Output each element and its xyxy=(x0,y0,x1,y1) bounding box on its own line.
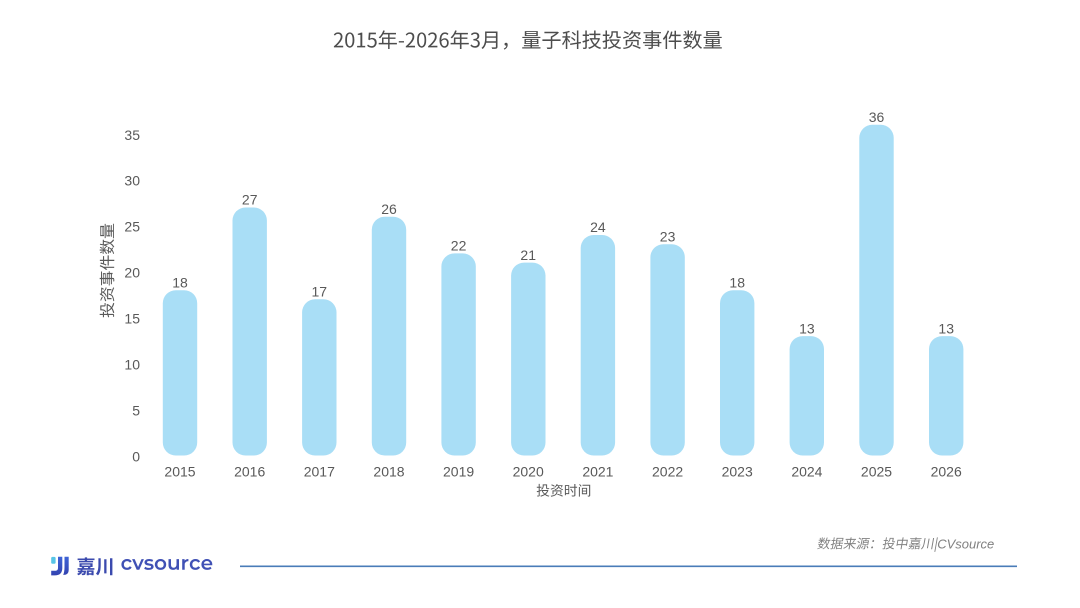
svg-text:36: 36 xyxy=(869,109,885,125)
svg-text:27: 27 xyxy=(242,192,258,208)
svg-text:18: 18 xyxy=(172,274,188,290)
svg-text:18: 18 xyxy=(729,274,745,290)
svg-text:26: 26 xyxy=(381,201,397,217)
svg-text:22: 22 xyxy=(451,238,467,254)
svg-text:5: 5 xyxy=(132,402,140,418)
svg-text:2023: 2023 xyxy=(722,463,753,479)
svg-text:2022: 2022 xyxy=(652,463,683,479)
svg-text:13: 13 xyxy=(938,320,954,336)
svg-text:0: 0 xyxy=(132,448,140,464)
svg-text:2024: 2024 xyxy=(791,463,822,479)
svg-text:2017: 2017 xyxy=(304,463,335,479)
svg-text:21: 21 xyxy=(520,247,536,263)
svg-text:20: 20 xyxy=(124,265,140,281)
svg-text:2021: 2021 xyxy=(582,463,613,479)
svg-text:2025: 2025 xyxy=(861,463,892,479)
svg-text:35: 35 xyxy=(124,127,140,143)
svg-text:13: 13 xyxy=(799,320,815,336)
svg-text:2020: 2020 xyxy=(513,463,544,479)
svg-text:17: 17 xyxy=(312,284,328,300)
svg-text:2015: 2015 xyxy=(164,463,195,479)
svg-text:24: 24 xyxy=(590,219,606,235)
svg-text:2026: 2026 xyxy=(931,463,962,479)
svg-text:10: 10 xyxy=(124,356,140,372)
svg-text:CVsource: CVsource xyxy=(937,536,994,551)
svg-text:15: 15 xyxy=(124,311,140,327)
svg-text:30: 30 xyxy=(124,173,140,189)
svg-text:2016: 2016 xyxy=(234,463,265,479)
svg-text:25: 25 xyxy=(124,219,140,235)
svg-text:2018: 2018 xyxy=(373,463,404,479)
svg-text:2019: 2019 xyxy=(443,463,474,479)
svg-text:23: 23 xyxy=(660,228,676,244)
